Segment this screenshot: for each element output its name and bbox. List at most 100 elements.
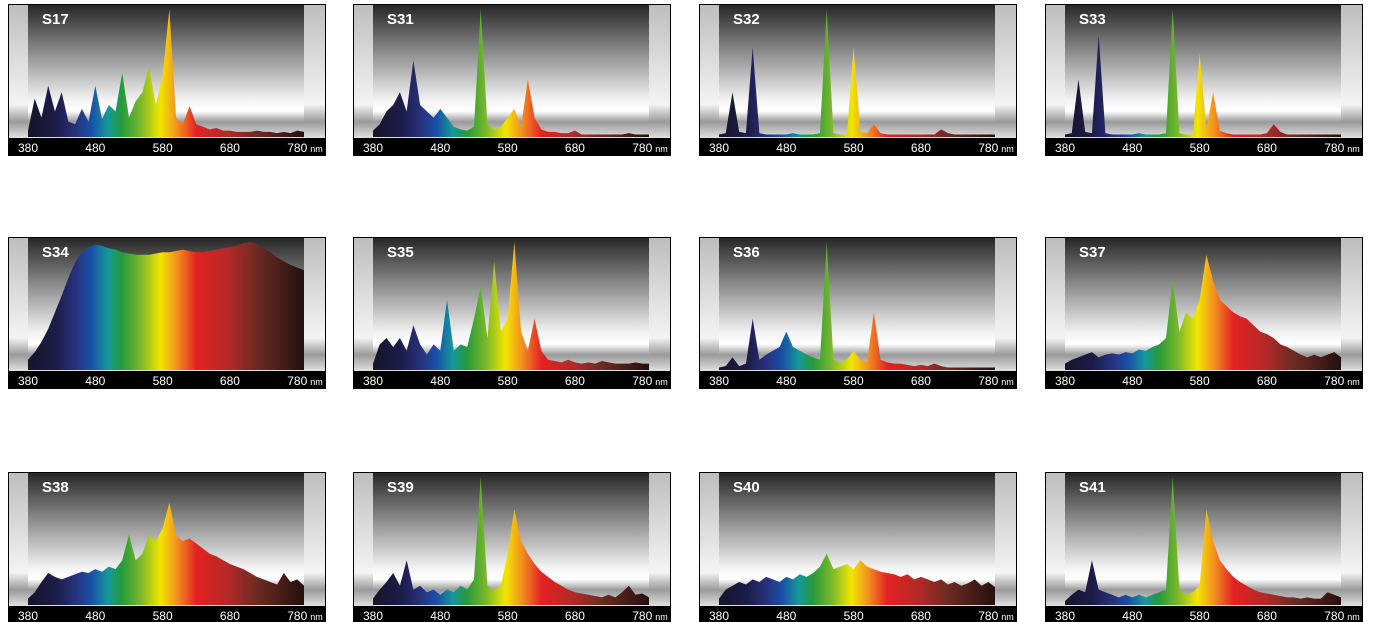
x-axis-unit: nm [310,377,323,387]
chart-title: S31 [387,11,414,28]
x-tick-label: 580 [1190,609,1210,622]
x-tick-label: 580 [1190,141,1210,155]
side-bar [699,472,719,606]
x-tick-label: 380 [363,141,383,155]
x-tick-label: 380 [18,609,38,622]
x-axis-unit: nm [655,612,668,622]
x-tick-label: 580 [844,141,864,155]
spectrum-area [373,242,649,370]
spectrum-area [373,9,649,137]
x-tick-label: 680 [911,141,931,155]
side-bar [8,472,28,606]
spectrum-area [1065,9,1341,137]
x-tick-label: 380 [363,609,383,622]
x-axis-unit: nm [310,144,323,154]
x-tick-label: 780 [1324,374,1344,388]
spectrum-panel: 380 480 580 680 780 nm S35 [353,237,671,389]
x-axis-unit: nm [1347,144,1360,154]
panel-border [699,4,1017,156]
axis-strip [353,371,671,389]
side-bar [1045,4,1065,138]
chart-title: S41 [1079,479,1106,496]
side-bar [353,472,373,606]
x-tick-label: 480 [1122,374,1142,388]
x-tick-label: 580 [1190,374,1210,388]
x-tick-label: 480 [1122,141,1142,155]
chart-title: S38 [42,479,69,496]
spectrum-area [719,553,995,605]
x-tick-label: 580 [498,374,518,388]
spectrum-panel: 380 480 580 680 780 nm S39 [353,472,671,622]
spectrum-panel: 380 480 580 680 780 nm S31 [353,4,671,156]
x-axis-unit: nm [1001,144,1014,154]
panel-border [353,472,671,622]
side-bar [8,4,28,138]
spectrum-area [1065,254,1341,370]
side-bar [995,472,1017,606]
x-axis-unit: nm [655,377,668,387]
x-tick-label: 480 [85,141,105,155]
spectrum-panel: 380 480 580 680 780 nm S36 [699,237,1017,389]
side-bar [699,237,719,371]
spectrum-panel: 380 480 580 680 780 nm S32 [699,4,1017,156]
spectrum-panel: 380 480 580 680 780 nm S38 [8,472,326,622]
side-bar [304,4,326,138]
spectrum-area [373,477,649,605]
x-tick-label: 580 [153,374,173,388]
chart-title: S39 [387,479,414,496]
axis-strip [8,606,326,622]
spectrum-panel: 380 480 580 680 780 nm S34 [8,237,326,389]
x-tick-label: 580 [153,141,173,155]
spectrum-panel: 380 480 580 680 780 nm S33 [1045,4,1363,156]
spectrum-area [28,502,304,605]
axis-strip [699,138,1017,156]
x-tick-label: 480 [85,609,105,622]
panel-border [1045,237,1363,389]
x-tick-label: 480 [430,609,450,622]
x-tick-label: 780 [978,609,998,622]
x-tick-label: 480 [430,374,450,388]
panel-border [353,237,671,389]
x-axis-unit: nm [1347,612,1360,622]
x-tick-label: 780 [287,374,307,388]
x-tick-label: 580 [498,141,518,155]
x-tick-label: 680 [220,374,240,388]
side-bar [1341,4,1363,138]
x-tick-label: 480 [85,374,105,388]
side-bar [649,4,671,138]
axis-strip [8,371,326,389]
side-bar [995,4,1017,138]
side-bar [353,237,373,371]
x-tick-label: 780 [978,374,998,388]
spectrum-area [719,242,995,370]
x-tick-label: 380 [709,609,729,622]
panel-border [1045,472,1363,622]
x-axis-unit: nm [1001,377,1014,387]
axis-strip [353,606,671,622]
panel-border [8,237,326,389]
chart-title: S36 [733,244,760,261]
panel-border [8,472,326,622]
panel-border [699,237,1017,389]
x-tick-label: 780 [1324,141,1344,155]
side-bar [649,237,671,371]
panel-border [699,472,1017,622]
x-tick-label: 480 [430,141,450,155]
axis-strip [1045,371,1363,389]
x-tick-label: 780 [287,141,307,155]
x-tick-label: 480 [1122,609,1142,622]
axis-strip [699,371,1017,389]
x-tick-label: 780 [287,609,307,622]
x-tick-label: 680 [220,609,240,622]
x-tick-label: 580 [153,609,173,622]
x-tick-label: 380 [18,374,38,388]
x-tick-label: 580 [844,374,864,388]
x-tick-label: 580 [498,609,518,622]
spectrum-area [719,9,995,137]
chart-title: S17 [42,11,69,28]
x-tick-label: 680 [1257,374,1277,388]
side-bar [353,4,373,138]
x-axis-unit: nm [655,144,668,154]
axis-strip [1045,606,1363,622]
axis-strip [8,138,326,156]
